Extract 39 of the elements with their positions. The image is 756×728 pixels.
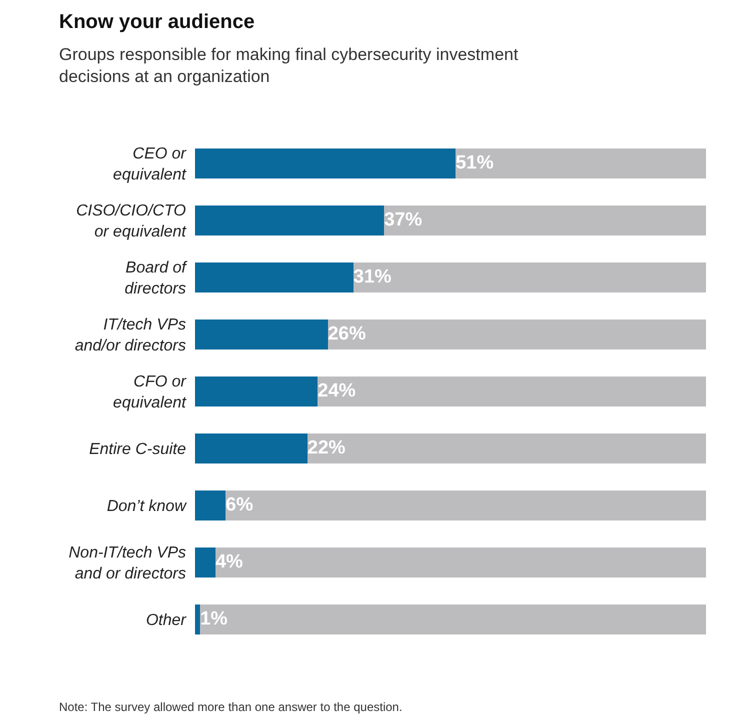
bar: [318, 376, 706, 407]
chart-title: Know your audience: [59, 11, 255, 33]
bar: [353, 262, 706, 293]
y-tick-label: Board of directors: [124, 260, 188, 298]
bar: [226, 490, 706, 521]
y-tick-label: Other: [146, 612, 187, 630]
bar: [328, 319, 706, 350]
bar: [195, 433, 308, 464]
bar: [195, 319, 328, 350]
bar: [195, 205, 384, 236]
data-label: 4%: [215, 551, 244, 572]
bar: [195, 604, 200, 635]
bar: [200, 604, 706, 635]
y-tick-label: Don’t know: [106, 498, 188, 516]
y-tick-label: IT/tech VPs and/or directors: [74, 316, 186, 354]
y-tick-label: Entire C-suite: [89, 441, 186, 458]
data-label: 31%: [353, 266, 392, 288]
bar: [456, 148, 706, 179]
data-label: 26%: [328, 323, 366, 344]
bar: [195, 148, 456, 179]
y-tick-label: Non-IT/tech VPs and or directors: [68, 544, 186, 582]
bar: [384, 205, 706, 236]
chart-subtitle: Groups responsible for making final cybersecurity investment decisions at an organization: [59, 45, 518, 86]
data-label: 22%: [307, 437, 346, 458]
bar: [195, 547, 216, 578]
text: Note: The survey allowed more than one answer to the question.: [59, 700, 402, 714]
bar: [215, 547, 706, 578]
y-tick-label: CISO/CIO/CTO or equivalent: [76, 202, 187, 240]
y-tick-label: CEO or equivalent: [113, 146, 187, 184]
data-label: 37%: [384, 209, 422, 230]
y-tick-label: CFO or equivalent: [113, 374, 187, 412]
data-label: 6%: [226, 494, 254, 516]
data-label: 24%: [318, 380, 356, 402]
bar: [195, 376, 318, 407]
data-label: 51%: [456, 152, 494, 174]
bar: [195, 262, 354, 293]
bar: [195, 490, 226, 521]
data-label: 1%: [200, 608, 228, 630]
bar: [307, 433, 706, 464]
